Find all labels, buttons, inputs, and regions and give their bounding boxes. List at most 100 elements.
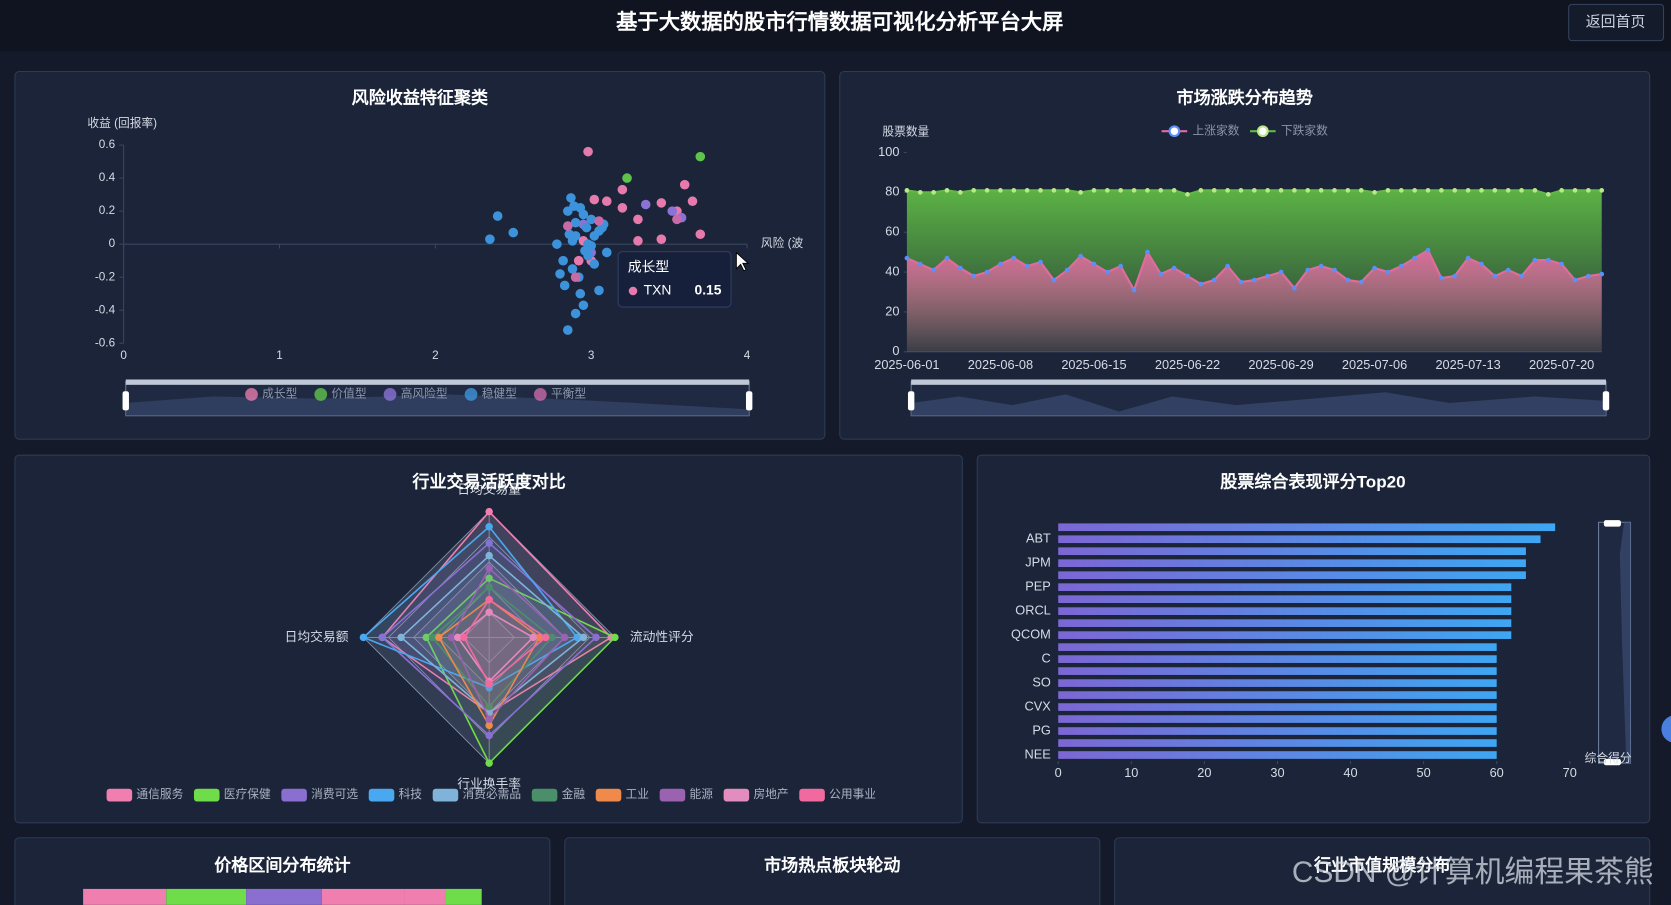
slider-handle[interactable] bbox=[1603, 520, 1621, 527]
point bbox=[1118, 263, 1124, 269]
panel bbox=[976, 454, 1651, 824]
point bbox=[1572, 188, 1578, 193]
indicator-label: 行业换手率 bbox=[457, 776, 521, 791]
bar bbox=[1058, 535, 1541, 544]
bar bbox=[1058, 679, 1497, 687]
point bbox=[570, 272, 581, 282]
point bbox=[601, 196, 612, 207]
button-frame[interactable] bbox=[1568, 3, 1665, 42]
point bbox=[656, 234, 667, 244]
zoom-slider[interactable] bbox=[907, 379, 1610, 417]
legend-symbol bbox=[723, 788, 750, 802]
x-tick-label: 2025-06-22 bbox=[1155, 357, 1220, 372]
point bbox=[1011, 188, 1017, 193]
point bbox=[1332, 188, 1337, 193]
point bbox=[485, 234, 495, 244]
point bbox=[1171, 265, 1177, 271]
legend-label: 下跌家数 bbox=[1281, 123, 1328, 137]
point bbox=[1211, 188, 1217, 193]
slider-bar[interactable] bbox=[125, 379, 750, 385]
x-tick-label: 0 bbox=[120, 349, 127, 362]
point bbox=[1278, 269, 1284, 275]
radar-point bbox=[485, 595, 493, 604]
x-tick-label: 0 bbox=[1055, 765, 1062, 780]
panel-title: 价格区间分布统计 bbox=[214, 855, 350, 875]
block bbox=[321, 888, 405, 905]
slider-handle[interactable] bbox=[122, 391, 129, 411]
point bbox=[594, 285, 604, 296]
y-tick-label: 0.6 bbox=[99, 138, 115, 151]
radar-point bbox=[485, 759, 493, 767]
radar-point bbox=[359, 633, 368, 642]
zoom-slider-vertical[interactable] bbox=[1598, 520, 1632, 766]
point bbox=[589, 231, 600, 241]
bar bbox=[1058, 583, 1512, 592]
slider-handle[interactable] bbox=[745, 391, 753, 411]
slider-bar[interactable] bbox=[911, 379, 1606, 385]
point bbox=[601, 247, 612, 258]
point bbox=[1251, 277, 1257, 283]
y-tick-label: 80 bbox=[885, 184, 899, 199]
chart-title: 股票综合表现评分Top20 bbox=[1220, 471, 1405, 491]
bar bbox=[1058, 667, 1497, 675]
point bbox=[1011, 255, 1017, 261]
slider-handle[interactable] bbox=[907, 391, 915, 411]
legend-symbol bbox=[193, 788, 220, 802]
panel-title: 行业市值规模分布 bbox=[1313, 855, 1450, 875]
point bbox=[573, 255, 584, 266]
panel bbox=[14, 837, 551, 905]
radar-point bbox=[592, 633, 600, 642]
point bbox=[508, 227, 519, 238]
legend-symbol bbox=[106, 788, 133, 802]
radar-point bbox=[460, 633, 468, 642]
point bbox=[1185, 273, 1190, 279]
point bbox=[567, 236, 578, 246]
bar bbox=[1058, 571, 1526, 580]
y-tick-label: JPM bbox=[1025, 555, 1051, 570]
x-tick-label: 40 bbox=[1343, 765, 1357, 780]
slider-handle[interactable] bbox=[1603, 758, 1621, 766]
point bbox=[656, 198, 667, 208]
point bbox=[1265, 188, 1271, 193]
slider-shadow bbox=[125, 394, 750, 416]
point bbox=[1118, 188, 1124, 193]
radar-point bbox=[485, 721, 493, 730]
y-tick-label: 20 bbox=[885, 303, 899, 318]
zoom-slider[interactable] bbox=[122, 379, 753, 417]
point bbox=[1078, 253, 1083, 259]
point bbox=[575, 288, 586, 299]
back-button[interactable]: 返回首页 bbox=[1568, 3, 1665, 42]
bar bbox=[1058, 607, 1512, 615]
x-tick-label: 2025-06-29 bbox=[1248, 357, 1313, 372]
x-tick-label: 2025-07-13 bbox=[1435, 357, 1500, 372]
bar bbox=[1058, 559, 1526, 568]
point bbox=[492, 211, 503, 221]
slider-handle[interactable] bbox=[1602, 391, 1610, 411]
side-button[interactable] bbox=[1661, 715, 1671, 743]
y-tick-label: 60 bbox=[885, 224, 899, 239]
point bbox=[1345, 188, 1351, 193]
y-tick-label: CVX bbox=[1025, 698, 1052, 713]
point bbox=[1479, 188, 1484, 193]
y-tick-label: SO bbox=[1032, 674, 1051, 689]
point bbox=[1572, 277, 1578, 283]
partial-blocks bbox=[83, 888, 482, 905]
radar-point bbox=[485, 680, 493, 688]
watermark: CSDN @计算机编程果茶熊 bbox=[1292, 856, 1654, 889]
point bbox=[1305, 188, 1311, 193]
bar bbox=[1058, 751, 1497, 759]
panel bbox=[14, 70, 826, 440]
block bbox=[404, 888, 446, 905]
radar-point bbox=[485, 551, 493, 560]
point bbox=[1292, 285, 1297, 291]
radar-point bbox=[453, 633, 462, 642]
legend-label: 高风险型 bbox=[401, 387, 448, 401]
point bbox=[563, 325, 573, 335]
x-tick-label: 50 bbox=[1417, 765, 1431, 780]
button-label[interactable]: 返回首页 bbox=[1586, 13, 1646, 30]
point bbox=[1372, 190, 1377, 195]
y-tick-label: -0.4 bbox=[95, 303, 116, 316]
point bbox=[1358, 279, 1364, 285]
point bbox=[1599, 188, 1605, 193]
y-axis-label: 收益 (回报率) bbox=[87, 116, 157, 130]
